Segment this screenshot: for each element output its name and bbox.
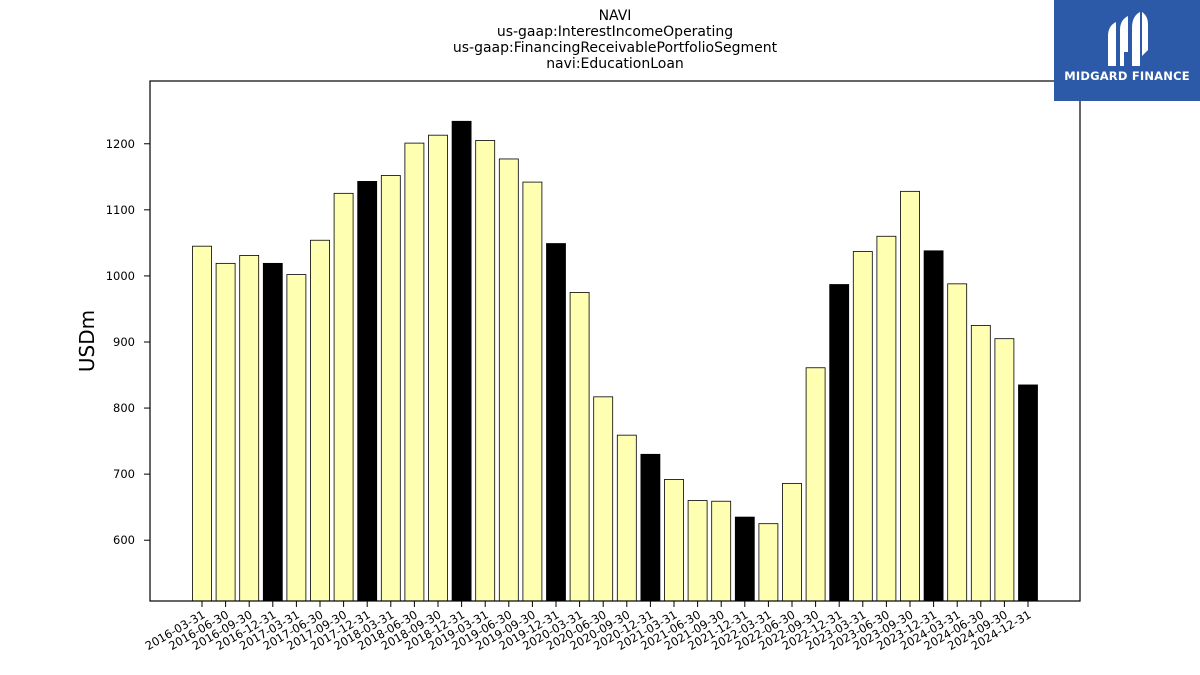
y-tick-label: 700 <box>113 467 135 481</box>
bar-2023-03-31 <box>852 251 873 602</box>
bar-2019-06-30 <box>498 158 519 602</box>
bar-2023-09-30 <box>900 190 920 602</box>
chart-title-line-1: NAVI <box>599 8 632 24</box>
y-axis: 600 700 800 900 1000 1100 1200 <box>106 137 150 547</box>
bar-2024-09-30 <box>994 338 1015 602</box>
bar-2022-09-30 <box>805 367 826 602</box>
y-tick-label: 1200 <box>106 137 135 151</box>
bars-group <box>192 120 1038 602</box>
y-tick-label: 600 <box>113 533 135 547</box>
bar-2016-06-30 <box>215 262 236 602</box>
x-axis: 2016-03-312016-06-302016-09-302016-12-31… <box>143 601 1034 653</box>
bar-2020-12-31 <box>640 453 661 602</box>
chart-title: NAVI us-gaap:InterestIncomeOperating us-… <box>453 8 778 72</box>
bar-2023-06-30 <box>876 235 897 602</box>
bar-2017-06-30 <box>310 239 330 602</box>
logo-text: MIDGARD FINANCE <box>1064 69 1190 83</box>
y-axis-label: USDm <box>75 310 99 372</box>
bar-2021-06-30 <box>687 500 708 602</box>
bar-2017-09-30 <box>333 192 354 602</box>
bar-2024-06-30 <box>970 325 991 602</box>
bar-2016-03-31 <box>192 245 212 602</box>
bar-2021-03-31 <box>664 479 684 602</box>
chart-title-line-2: us-gaap:InterestIncomeOperating <box>497 24 733 40</box>
bar-2019-12-31 <box>546 243 566 602</box>
brand-logo: MIDGARD FINANCE <box>1054 0 1200 101</box>
bar-2018-09-30 <box>428 134 448 602</box>
y-tick-label: 1000 <box>106 269 135 283</box>
chart-title-line-3: us-gaap:FinancingReceivablePortfolioSegm… <box>453 40 778 56</box>
bar-2020-06-30 <box>593 396 614 602</box>
bar-2018-12-31 <box>451 120 472 602</box>
chart-title-line-4: navi:EducationLoan <box>546 56 684 72</box>
bar-2018-06-30 <box>404 142 425 602</box>
bar-2017-03-31 <box>286 274 307 602</box>
y-tick-label: 1100 <box>106 203 135 217</box>
bar-2024-12-31 <box>1018 384 1038 602</box>
y-tick-label: 800 <box>113 401 135 415</box>
bar-2018-03-31 <box>380 175 401 602</box>
y-tick-label: 900 <box>113 335 135 349</box>
bar-2020-09-30 <box>616 434 637 602</box>
bar-2019-09-30 <box>522 181 543 602</box>
bar-2021-12-31 <box>734 516 755 602</box>
bar-2022-12-31 <box>829 284 850 602</box>
bar-2020-03-31 <box>569 292 590 602</box>
midgard-finance-logo-icon <box>1108 12 1148 66</box>
bar-2022-03-31 <box>758 523 779 602</box>
bar-2022-06-30 <box>782 482 802 602</box>
bar-2016-12-31 <box>262 262 283 602</box>
bar-2019-03-31 <box>475 140 496 602</box>
bar-2023-12-31 <box>923 250 944 602</box>
bar-2021-09-30 <box>711 500 732 602</box>
bar-2016-09-30 <box>239 255 260 602</box>
bar-2024-03-31 <box>947 283 968 602</box>
plot-area-frame <box>149 80 1081 602</box>
bar-2017-12-31 <box>357 181 378 602</box>
